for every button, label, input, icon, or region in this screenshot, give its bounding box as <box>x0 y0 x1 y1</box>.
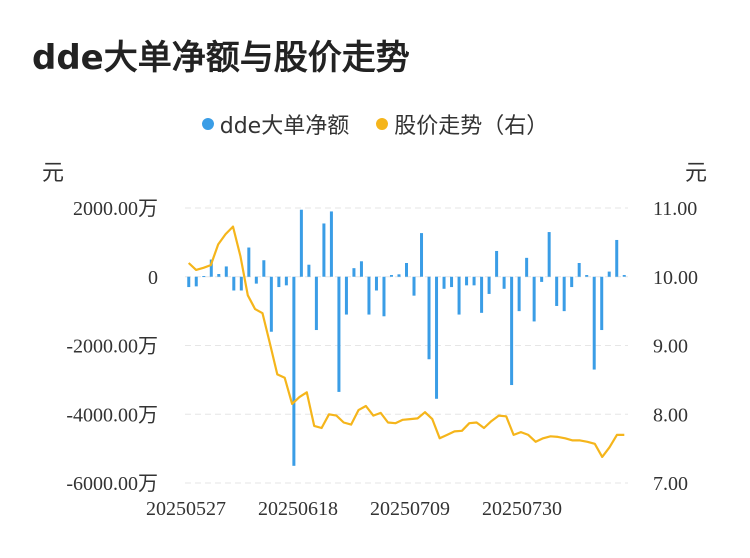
y-right-tick-label: 7.00 <box>653 473 688 495</box>
bar <box>292 276 296 466</box>
bar <box>209 259 213 277</box>
bar <box>217 274 221 277</box>
bar <box>269 276 273 332</box>
bar <box>607 271 611 277</box>
bar <box>277 276 281 288</box>
bar <box>412 276 416 296</box>
legend: dde大单净额 股价走势（右） <box>0 108 750 140</box>
bar <box>510 276 514 386</box>
bar <box>262 260 266 277</box>
x-tick-label: 20250527 <box>146 498 226 520</box>
y-right-tick-label: 8.00 <box>653 404 688 426</box>
bar <box>555 276 559 306</box>
legend-line-dot-icon <box>376 118 389 130</box>
bar <box>284 276 288 286</box>
bar <box>427 276 431 360</box>
bar <box>600 276 604 331</box>
bar <box>374 276 378 291</box>
bar <box>382 276 386 317</box>
y-right-tick-label: 10.00 <box>653 267 698 289</box>
bar <box>622 275 626 277</box>
bar <box>337 276 341 392</box>
bar <box>344 276 348 315</box>
x-tick-label: 20250709 <box>370 498 450 520</box>
bar <box>187 276 191 288</box>
bar <box>540 276 544 282</box>
bar <box>562 276 566 312</box>
bar <box>502 276 506 289</box>
bar <box>404 263 409 277</box>
bar <box>442 276 446 289</box>
bar <box>615 239 619 277</box>
bar <box>435 276 439 399</box>
bar <box>352 268 356 277</box>
bar <box>329 211 333 277</box>
bar <box>577 263 581 277</box>
bar <box>457 276 461 315</box>
bar <box>532 276 536 322</box>
x-tick-label: 20250618 <box>258 498 338 520</box>
bar <box>450 276 454 288</box>
bar <box>420 233 424 277</box>
y-left-tick-label: -6000.00万 <box>66 473 158 495</box>
bar <box>232 276 236 291</box>
bar <box>517 276 521 312</box>
bar <box>307 264 311 277</box>
bar <box>585 275 589 277</box>
bar <box>359 261 363 277</box>
left-axis-unit: 元 <box>42 161 65 186</box>
y-left-tick-label: 2000.00万 <box>73 198 158 220</box>
legend-bar-dot-icon <box>201 118 214 130</box>
legend-bar-label: dde大单净额 <box>219 114 350 139</box>
y-left-tick-label: -4000.00万 <box>66 404 158 426</box>
bar <box>397 274 401 277</box>
price-line <box>187 225 625 458</box>
y-left-tick-label: 0 <box>148 267 158 289</box>
bar <box>224 266 228 277</box>
bar <box>525 257 529 277</box>
bar <box>314 276 318 331</box>
bar <box>547 232 551 277</box>
legend-item-bar[interactable]: dde大单净额 <box>201 108 350 140</box>
bar <box>202 276 206 278</box>
right-axis-unit: 元 <box>685 161 708 186</box>
bar <box>389 275 393 277</box>
bar <box>322 223 326 277</box>
bar <box>239 276 243 291</box>
bar <box>495 250 499 277</box>
bar <box>472 276 476 286</box>
bar <box>247 247 251 277</box>
bar <box>487 276 491 294</box>
y-right-tick-label: 9.00 <box>653 336 688 358</box>
bar <box>480 276 484 313</box>
y-right-tick-label: 11.00 <box>653 198 697 220</box>
bar <box>254 276 258 284</box>
legend-line-label: 股价走势（右） <box>394 114 549 139</box>
bar <box>570 276 574 288</box>
bar <box>194 276 198 287</box>
bar <box>592 276 596 370</box>
y-left-tick-label: -2000.00万 <box>66 336 158 358</box>
chart-title: dde大单净额与股价走势 <box>32 38 410 78</box>
bar <box>465 276 469 286</box>
x-tick-label: 20250730 <box>482 498 562 520</box>
legend-item-line[interactable]: 股价走势（右） <box>376 108 548 140</box>
bar <box>299 209 303 277</box>
bar <box>367 276 371 315</box>
